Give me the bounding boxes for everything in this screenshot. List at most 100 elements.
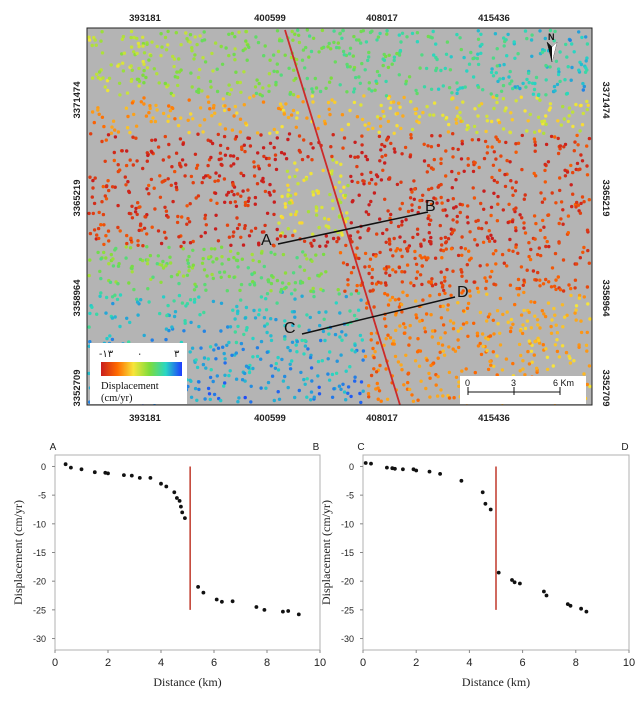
x-tick-label: 10 — [623, 657, 635, 669]
displacement-point — [498, 77, 502, 81]
y-tick-label: -30 — [33, 634, 46, 644]
displacement-point — [356, 180, 360, 185]
displacement-point — [339, 162, 343, 166]
displacement-point — [149, 177, 154, 182]
displacement-point — [255, 346, 260, 350]
displacement-point — [286, 193, 290, 197]
displacement-point — [336, 288, 340, 292]
displacement-point — [443, 279, 447, 283]
displacement-point — [572, 149, 576, 153]
displacement-point — [369, 199, 373, 204]
displacement-point — [223, 373, 227, 377]
displacement-point — [88, 340, 92, 344]
displacement-point — [542, 225, 546, 229]
displacement-point — [307, 55, 311, 59]
displacement-point — [415, 350, 420, 354]
displacement-point — [220, 262, 224, 266]
displacement-point — [259, 295, 264, 299]
easting-bottom-4: 415436 — [478, 413, 510, 424]
displacement-point — [499, 154, 503, 158]
displacement-point — [512, 207, 516, 212]
displacement-point — [310, 259, 314, 263]
displacement-point — [305, 377, 309, 381]
displacement-point — [100, 51, 105, 55]
displacement-point — [280, 215, 285, 220]
displacement-point — [161, 111, 166, 116]
displacement-point — [283, 53, 287, 57]
displacement-point — [185, 37, 189, 41]
displacement-point — [220, 255, 224, 259]
displacement-point — [414, 111, 418, 116]
displacement-point — [227, 92, 232, 97]
displacement-point — [518, 329, 523, 333]
displacement-point — [512, 40, 516, 44]
displacement-point — [154, 103, 158, 108]
displacement-point — [206, 163, 210, 168]
displacement-point — [564, 350, 569, 355]
displacement-point — [340, 233, 344, 237]
displacement-point — [184, 304, 188, 308]
displacement-point — [531, 92, 536, 96]
displacement-point — [359, 41, 363, 45]
displacement-point — [475, 243, 479, 247]
displacement-point — [409, 136, 413, 140]
displacement-point — [106, 229, 111, 233]
displacement-point — [320, 205, 324, 210]
displacement-point — [283, 335, 287, 339]
displacement-point — [124, 106, 129, 110]
displacement-point — [508, 160, 512, 164]
displacement-point — [180, 215, 184, 219]
y-tick-label: -20 — [33, 577, 46, 587]
data-point — [183, 516, 187, 520]
displacement-point — [303, 344, 308, 348]
displacement-point — [501, 208, 505, 212]
displacement-point — [378, 124, 383, 128]
displacement-point — [538, 98, 542, 102]
displacement-point — [261, 100, 266, 104]
displacement-point — [109, 131, 114, 135]
x-tick-label: 0 — [360, 657, 366, 669]
displacement-point — [536, 323, 540, 327]
displacement-point — [457, 171, 461, 175]
displacement-point — [533, 140, 537, 144]
displacement-point — [269, 250, 273, 255]
displacement-point — [276, 368, 281, 372]
displacement-point — [102, 124, 106, 129]
displacement-point — [218, 122, 222, 127]
displacement-point — [495, 180, 499, 184]
displacement-point — [221, 97, 225, 101]
displacement-point — [366, 127, 370, 131]
profile-line-cd — [301, 296, 456, 335]
displacement-point — [552, 39, 556, 43]
displacement-point — [476, 290, 481, 294]
displacement-point — [233, 58, 237, 62]
displacement-point — [331, 133, 335, 137]
displacement-point — [265, 292, 270, 296]
displacement-point — [240, 147, 244, 152]
data-point — [542, 589, 546, 594]
displacement-point — [478, 264, 482, 268]
displacement-point — [455, 32, 459, 37]
displacement-point — [202, 329, 206, 333]
displacement-point — [105, 184, 109, 188]
displacement-point — [110, 295, 115, 299]
displacement-point — [457, 384, 461, 388]
displacement-point — [91, 178, 95, 183]
data-point — [175, 496, 179, 500]
easting-bottom-1: 393181 — [129, 413, 161, 424]
displacement-point — [291, 323, 295, 328]
displacement-point — [445, 267, 449, 272]
displacement-point — [258, 92, 262, 97]
north-arrow-icon — [546, 41, 558, 63]
displacement-point — [459, 157, 464, 161]
displacement-point — [189, 174, 194, 179]
displacement-point — [439, 68, 443, 73]
displacement-point — [442, 353, 447, 357]
displacement-point — [585, 56, 589, 60]
displacement-point — [136, 41, 141, 46]
displacement-point — [434, 282, 438, 286]
displacement-point — [309, 142, 313, 146]
displacement-point — [121, 34, 126, 39]
displacement-point — [340, 330, 344, 334]
displacement-point — [419, 379, 423, 383]
